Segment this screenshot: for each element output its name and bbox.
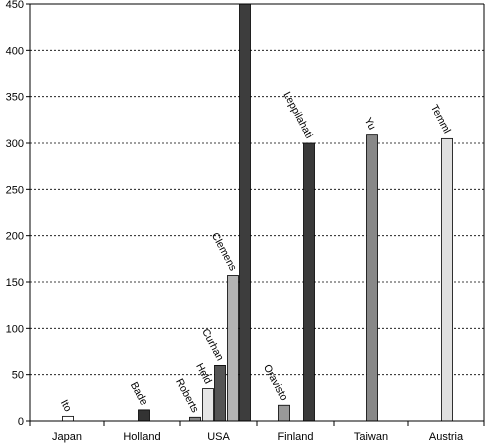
y-tick-label: 150 [6, 277, 24, 289]
y-tick-label: 450 [6, 0, 24, 11]
bar-label-curhan: Curhan [199, 327, 226, 363]
category-label-usa: USA [207, 431, 230, 443]
bar-label-oravisto: Oravisto [261, 363, 290, 403]
category-label-taiwan: Taiwan [354, 431, 388, 443]
bar-label-temml: Temml [428, 103, 453, 136]
category-label-finland: Finland [277, 431, 313, 443]
gridlines [30, 3, 484, 376]
bar-leppilahati [303, 142, 315, 422]
bar-label-bade: Bade [128, 380, 150, 407]
bar-ito [62, 415, 74, 422]
bar-label-yu: Yu [362, 116, 378, 133]
category-label-holland: Holland [123, 431, 160, 443]
y-tick-labels: 0 50 100 150 200 250 300 350 400 450 [6, 0, 24, 428]
y-tick-label: 100 [6, 323, 24, 335]
bar-held [202, 388, 214, 422]
bar-bade [138, 409, 150, 422]
bar-label-jones: Jones [227, 0, 251, 1]
bar-yu [366, 134, 378, 422]
y-tick-label: 300 [6, 138, 24, 150]
bar-label-ito: Ito [58, 398, 74, 414]
y-tick-label: 250 [6, 184, 24, 196]
bar-label-held: Held [193, 361, 214, 386]
bars [62, 3, 453, 422]
bar-oravisto [278, 404, 290, 422]
y-tick-label: 350 [6, 92, 24, 104]
bar-curhan [214, 364, 226, 422]
y-tick-label: 200 [6, 231, 24, 243]
y-tick-label: 400 [6, 45, 24, 57]
bar-clemens [227, 275, 239, 422]
category-label-austria: Austria [429, 431, 464, 443]
category-label-japan: Japan [52, 431, 82, 443]
category-labels: Japan Holland USA Finland Taiwan Austria [52, 431, 464, 443]
y-tick-label: 0 [18, 416, 24, 428]
bar-temml [441, 137, 453, 422]
bar-roberts [189, 416, 201, 422]
bar-label-clemens: Clemens [209, 231, 239, 273]
axes [26, 3, 485, 426]
bar-label-leppilahati: Leppilahati [281, 90, 315, 140]
bar-label-roberts: Roberts [173, 377, 201, 415]
y-tick-label: 50 [12, 370, 24, 382]
bar-jones [239, 3, 251, 422]
